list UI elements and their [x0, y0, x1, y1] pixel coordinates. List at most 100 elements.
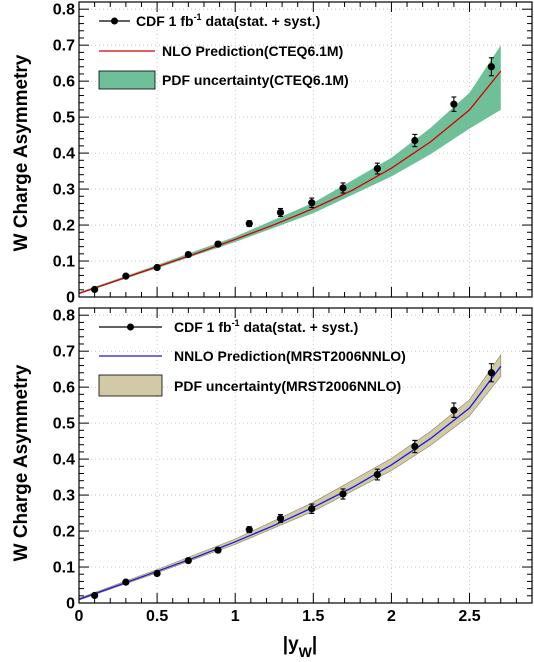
- top-panel: 0 0.1 0.2 0.3 0.4 0.5 0.6 0.7 0.8 W Charge Asymm…: [11, 1, 533, 307]
- bottom-data-point-1: [122, 578, 130, 586]
- top-data-marker-3: [184, 250, 192, 259]
- top-data-marker-10: [411, 136, 419, 145]
- top-ytick-label-1: 0.1: [53, 254, 75, 271]
- top-data-point-7: [308, 197, 316, 208]
- bottom-y-axis-title: W Charge Asymmetry: [11, 364, 32, 561]
- top-data-point-12: [487, 57, 495, 77]
- top-y-tick-labels: 0 0.1 0.2 0.3 0.4 0.5 0.6 0.7 0.8: [53, 2, 75, 307]
- bottom-data-marker-3: [184, 556, 192, 565]
- x-axis-title-subscript: W: [299, 644, 313, 660]
- x-axis-title: |yW|: [283, 634, 317, 660]
- bottom-data-point-0: [91, 591, 99, 600]
- top-legend-band-swatch: [98, 70, 156, 90]
- top-ytick-label-7: 0.7: [53, 38, 75, 55]
- bottom-x-tick-labels: 0 0.5 1 1.5 2 2.5: [75, 608, 481, 625]
- x-axis-title-close: |: [312, 634, 317, 655]
- bottom-data-point-9: [373, 468, 381, 481]
- bottom-data-point-11: [450, 402, 458, 418]
- top-legend-data-label-pre: CDF 1 fb: [136, 13, 194, 29]
- bottom-panel: 0 0.1 0.2 0.3 0.4 0.5 0.6 0.7 0.8 0 0.5 1 1.5 2 2.5 W…: [11, 307, 533, 660]
- bottom-xtick-label-2: 1: [231, 608, 240, 625]
- bottom-ytick-label-0: 0: [66, 596, 75, 613]
- bottom-data-marker-5: [245, 526, 253, 534]
- bottom-legend: CDF 1 fb-1 data(stat. + syst.) NNLO Pred…: [98, 318, 406, 397]
- bottom-data-point-2: [153, 569, 161, 578]
- bottom-data-marker-1: [122, 578, 130, 586]
- bottom-legend-data-label: CDF 1 fb-1 data(stat. + syst.): [174, 318, 358, 335]
- top-ytick-label-6: 0.6: [53, 74, 75, 91]
- bottom-plot-frame: [78, 307, 533, 604]
- top-legend-theory-label: NLO Prediction(CTEQ6.1M): [162, 43, 343, 59]
- bottom-nnlo-prediction-curve: [78, 365, 502, 601]
- bottom-axis-ticks: [78, 307, 533, 604]
- bottom-data-marker-0: [91, 591, 99, 600]
- top-ytick-label-8: 0.8: [53, 2, 75, 19]
- top-plot-frame: [78, 1, 533, 298]
- top-legend-band-label: PDF uncertainty(CTEQ6.1M): [162, 72, 349, 88]
- top-ytick-label-0: 0: [66, 290, 75, 307]
- bottom-data-marker-12: [487, 369, 495, 377]
- top-data-point-4: [214, 240, 222, 248]
- top-ytick-label-5: 0.5: [53, 110, 75, 127]
- top-ytick-label-4: 0.4: [53, 146, 75, 163]
- top-data-marker-0: [91, 285, 99, 294]
- bottom-legend-data-label-pre: CDF 1 fb: [174, 319, 232, 335]
- bottom-data-point-3: [184, 556, 192, 565]
- top-ytick-label-3: 0.3: [53, 182, 75, 199]
- bottom-legend-data-label-sup: -1: [232, 318, 240, 328]
- bottom-ytick-label-8: 0.8: [53, 308, 75, 325]
- x-axis-title-main: |y: [283, 634, 299, 655]
- top-data-point-0: [91, 285, 99, 294]
- top-data-marker-7: [308, 199, 316, 207]
- top-data-point-2: [153, 263, 161, 272]
- bottom-legend-band-label: PDF uncertainty(MRST2006NNLO): [174, 378, 401, 394]
- bottom-data-points: [91, 363, 495, 600]
- top-data-marker-8: [339, 184, 347, 192]
- bottom-legend-data-label-post: data(stat. + syst.): [240, 319, 359, 335]
- top-legend-data-label-post: data(stat. + syst.): [202, 13, 321, 29]
- bottom-xtick-label-4: 2: [387, 608, 396, 625]
- top-data-point-3: [184, 250, 192, 259]
- top-data-marker-12: [487, 63, 495, 71]
- bottom-data-marker-10: [411, 442, 419, 451]
- top-y-axis-title: W Charge Asymmetry: [11, 54, 32, 251]
- top-data-marker-5: [245, 220, 253, 228]
- bottom-data-marker-6: [276, 514, 285, 523]
- bottom-legend-data-marker: [127, 323, 134, 331]
- bottom-data-point-8: [339, 488, 347, 500]
- top-ytick-label-2: 0.2: [53, 218, 75, 235]
- top-data-points: [91, 57, 495, 294]
- top-data-point-1: [122, 272, 130, 280]
- top-data-point-9: [373, 162, 381, 175]
- bottom-ytick-label-6: 0.6: [53, 380, 75, 397]
- top-legend-data-label: CDF 1 fb-1 data(stat. + syst.): [136, 12, 320, 29]
- top-data-marker-1: [122, 272, 130, 280]
- top-data-point-8: [339, 182, 347, 194]
- top-data-marker-2: [153, 263, 161, 272]
- bottom-data-marker-4: [214, 546, 222, 554]
- bottom-data-point-5: [245, 526, 253, 534]
- bottom-xtick-label-3: 1.5: [302, 608, 324, 625]
- top-data-point-5: [245, 220, 253, 228]
- top-data-marker-11: [450, 100, 458, 108]
- top-legend: CDF 1 fb-1 data(stat. + syst.) NLO Predi…: [98, 12, 349, 90]
- top-data-marker-4: [214, 240, 222, 248]
- bottom-data-point-6: [276, 513, 285, 523]
- top-data-marker-6: [276, 208, 285, 217]
- bottom-ytick-label-4: 0.4: [53, 452, 75, 469]
- bottom-data-marker-11: [450, 406, 458, 414]
- top-legend-data-label-sup: -1: [194, 12, 202, 22]
- bottom-legend-band-swatch: [98, 374, 163, 397]
- bottom-ytick-label-7: 0.7: [53, 344, 75, 361]
- bottom-legend-theory-label: NNLO Prediction(MRST2006NNLO): [174, 348, 406, 364]
- bottom-ytick-label-3: 0.3: [53, 488, 75, 505]
- bottom-data-point-4: [214, 546, 222, 554]
- bottom-data-point-7: [308, 503, 316, 514]
- bottom-data-point-12: [487, 363, 495, 383]
- bottom-data-marker-9: [373, 470, 381, 479]
- bottom-data-point-10: [411, 439, 419, 454]
- bottom-ytick-label-1: 0.1: [53, 560, 75, 577]
- top-data-point-10: [411, 133, 419, 148]
